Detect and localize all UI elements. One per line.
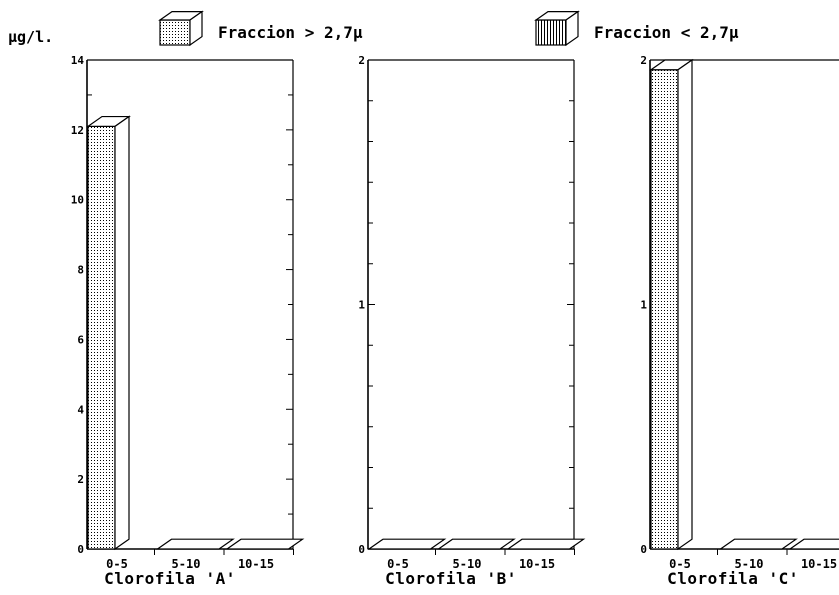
legend-item-1: Fraccion > 2,7μ <box>158 10 363 47</box>
bar-1-0-5 <box>86 115 131 551</box>
x-tick-label: 0-5 <box>387 557 409 571</box>
panel-title: Clorofila 'B' <box>385 569 517 588</box>
x-tick-label: 0-5 <box>106 557 128 571</box>
y-unit-label: μg/l. <box>8 28 53 46</box>
bar-1-10-15 <box>225 538 305 550</box>
bar-1-5-10 <box>155 538 235 550</box>
legend-label: Fraccion < 2,7μ <box>594 23 739 42</box>
y-tick-label: 0 <box>358 543 365 556</box>
legend-swatch-front <box>535 19 567 46</box>
y-tick-label: 8 <box>77 264 84 277</box>
y-tick-label: 0 <box>77 543 84 556</box>
bar-3-0-5 <box>649 58 694 551</box>
y-tick-label: 6 <box>77 333 84 346</box>
y-tick-label: 12 <box>71 124 84 137</box>
x-tick-label: 10-15 <box>238 557 274 571</box>
y-tick-label: 2 <box>77 473 84 486</box>
x-tick-label: 5-10 <box>735 557 764 571</box>
y-tick-label: 2 <box>640 54 647 67</box>
legend-label: Fraccion > 2,7μ <box>218 23 363 42</box>
y-tick-label: 0 <box>640 543 647 556</box>
legend: Fraccion > 2,7μ Fraccion < 2,7μ <box>158 10 739 47</box>
bar-3-0-5-front <box>650 69 679 550</box>
y-tick-label: 14 <box>71 54 85 67</box>
panel-title: Clorofila 'C' <box>667 569 799 588</box>
legend-swatch-front <box>159 19 191 46</box>
panel-title: Clorofila 'A' <box>104 569 236 588</box>
y-tick-label: 1 <box>358 299 365 312</box>
bar-3-0-5-side <box>677 58 693 551</box>
x-tick-label: 0-5 <box>669 557 691 571</box>
y-tick-label: 1 <box>640 299 647 312</box>
bar-1-0-5-front <box>87 125 116 550</box>
y-tick-label: 4 <box>77 403 84 416</box>
bar-1-0-5-side <box>114 115 130 551</box>
y-tick-label: 10 <box>71 194 84 207</box>
x-tick-label: 10-15 <box>519 557 555 571</box>
x-tick-label: 5-10 <box>172 557 201 571</box>
bar-2-0-5 <box>367 538 447 550</box>
bar-3-5-10 <box>718 538 798 550</box>
y-tick-label: 2 <box>358 54 365 67</box>
legend-item-2: Fraccion < 2,7μ <box>534 10 739 47</box>
x-tick-label: 10-15 <box>801 557 837 571</box>
bar-3-10-15 <box>788 538 839 550</box>
legend-swatch-side <box>565 10 579 47</box>
bar-2-10-15 <box>506 538 586 550</box>
x-tick-label: 5-10 <box>453 557 482 571</box>
legend-swatch-side <box>189 10 203 47</box>
bar-2-5-10 <box>436 538 516 550</box>
